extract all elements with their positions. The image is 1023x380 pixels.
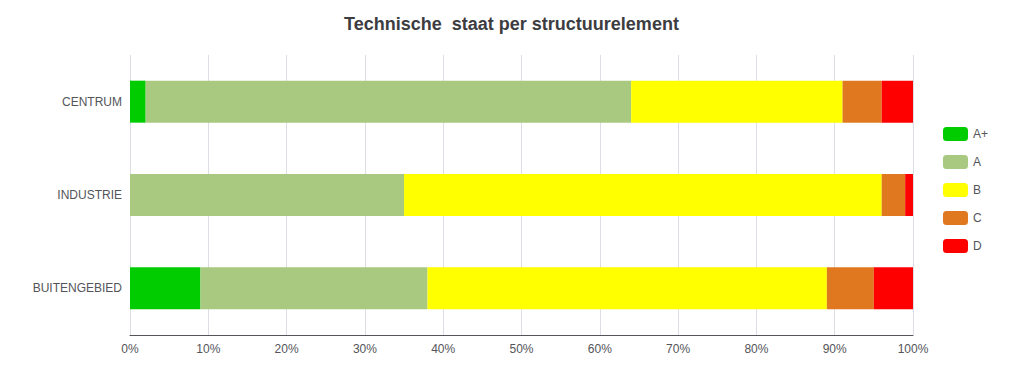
- svg-text:70%: 70%: [666, 342, 690, 356]
- svg-text:BUITENGEBIED: BUITENGEBIED: [33, 281, 123, 295]
- svg-text:80%: 80%: [744, 342, 768, 356]
- svg-text:10%: 10%: [196, 342, 220, 356]
- svg-text:INDUSTRIE: INDUSTRIE: [57, 188, 122, 202]
- svg-text:C: C: [973, 211, 982, 225]
- svg-text:A: A: [973, 155, 981, 169]
- svg-text:60%: 60%: [588, 342, 612, 356]
- svg-text:D: D: [973, 239, 982, 253]
- svg-text:CENTRUM: CENTRUM: [62, 95, 122, 109]
- svg-text:B: B: [973, 183, 981, 197]
- svg-text:Technische staat per structuu: Technische staat per structuurelement: [344, 14, 679, 34]
- svg-text:100%: 100%: [898, 342, 929, 356]
- svg-text:50%: 50%: [509, 342, 533, 356]
- svg-text:20%: 20%: [275, 342, 299, 356]
- svg-text:A+: A+: [973, 127, 988, 141]
- svg-text:30%: 30%: [353, 342, 377, 356]
- svg-text:90%: 90%: [823, 342, 847, 356]
- svg-text:40%: 40%: [431, 342, 455, 356]
- svg-text:0%: 0%: [121, 342, 139, 356]
